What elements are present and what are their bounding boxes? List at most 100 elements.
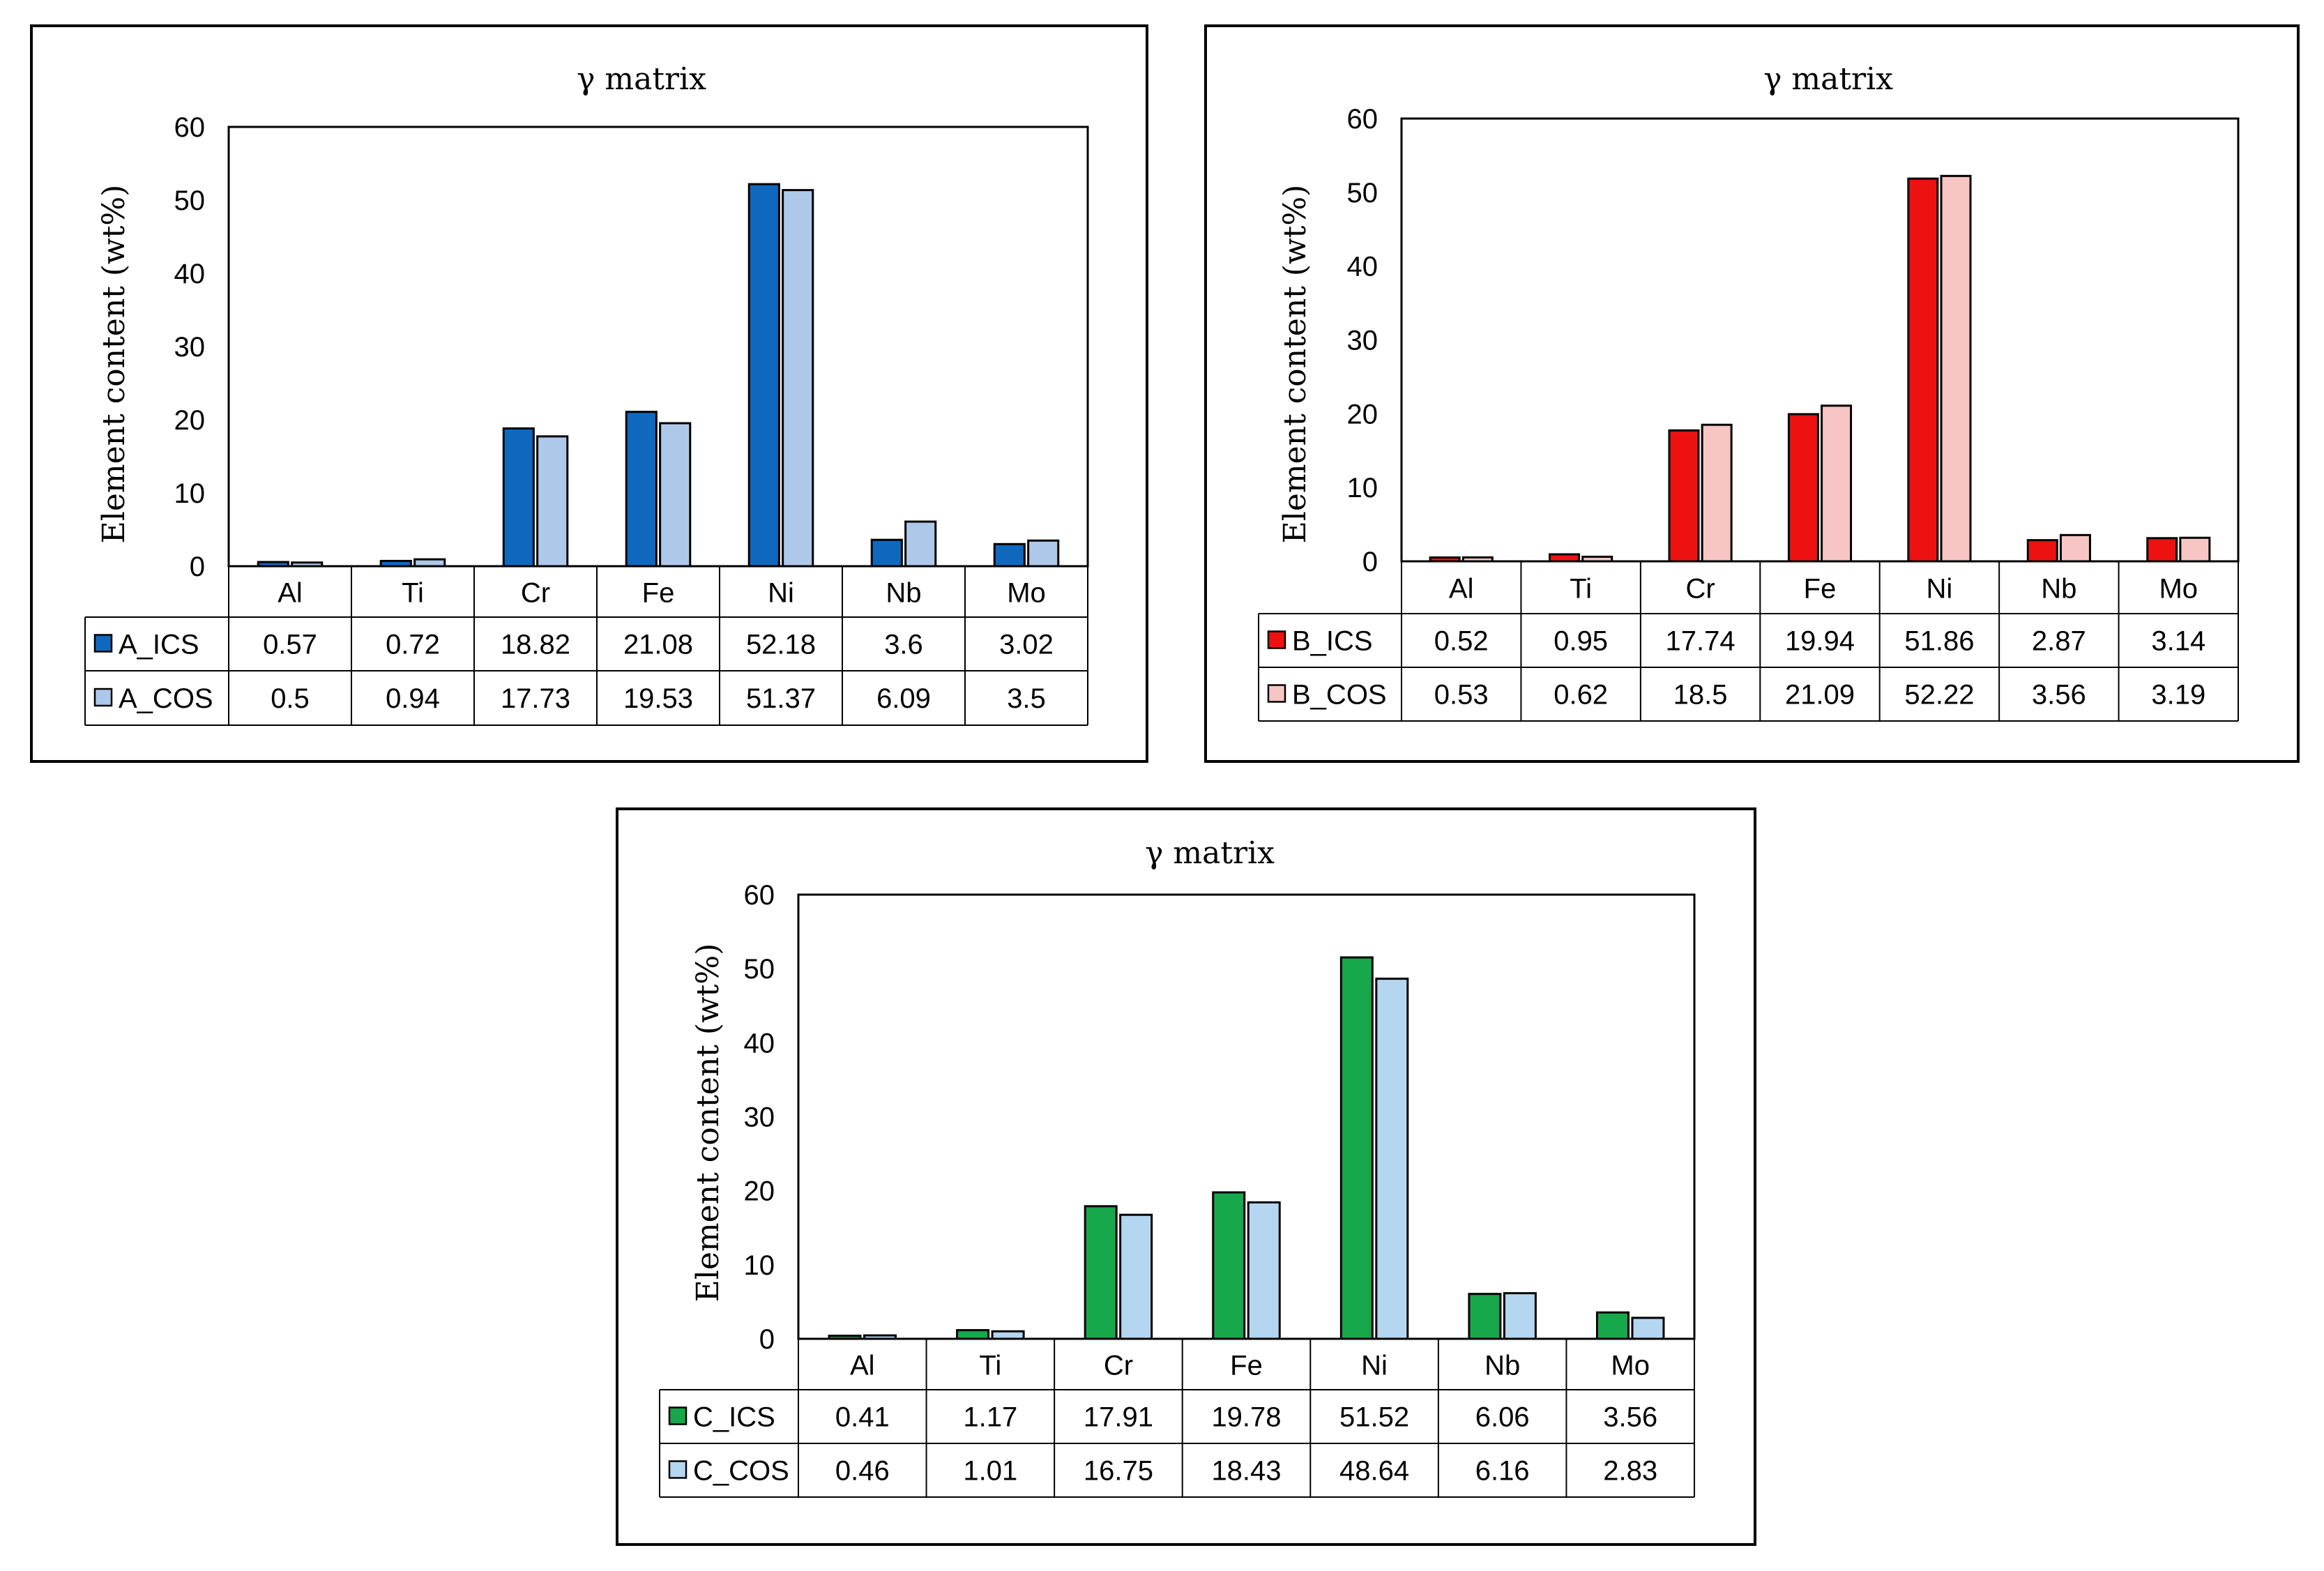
data-label: 18.5 (1673, 680, 1728, 711)
bar-c-cos-fe (1247, 1201, 1281, 1340)
y-tick-label: 50 (744, 954, 775, 985)
series-name: A_COS (119, 683, 213, 714)
bar-a-ics-fe (625, 411, 658, 568)
data-label: 3.5 (1007, 683, 1046, 714)
y-tick-label: 10 (1347, 473, 1379, 503)
bar-a-cos-nb (904, 520, 937, 568)
data-label: 6.09 (876, 683, 931, 714)
data-label: 0.94 (386, 683, 440, 714)
data-label: 52.22 (1904, 680, 1974, 711)
category-label: Nb (1484, 1351, 1520, 1381)
bar-b-cos-nb (2059, 533, 2091, 563)
data-label: 2.87 (2032, 626, 2086, 657)
data-label: 3.56 (2032, 680, 2086, 711)
bar-a-cos-mo (1027, 539, 1060, 568)
bar-c-ics-ti (956, 1329, 990, 1340)
data-label: 17.73 (501, 683, 570, 714)
category-label: Mo (2159, 574, 2198, 605)
bar-a-cos-al (291, 561, 324, 568)
data-label: 51.37 (746, 683, 816, 714)
data-label: 18.82 (501, 630, 570, 660)
legend-key (1267, 630, 1286, 649)
y-tick-label: 20 (174, 405, 206, 436)
y-tick-label: 60 (174, 112, 206, 143)
bar-c-cos-al (863, 1334, 897, 1340)
category-label: Ni (1927, 574, 1953, 605)
category-label: Ti (979, 1351, 1001, 1381)
bar-c-cos-ni (1375, 978, 1409, 1340)
bar-c-ics-cr (1084, 1205, 1118, 1340)
y-tick-label: 10 (744, 1250, 775, 1281)
legend-key (668, 1406, 688, 1425)
bar-b-cos-fe (1821, 404, 1853, 563)
panel-frame (1204, 24, 2300, 763)
data-label: 0.46 (835, 1456, 890, 1487)
plot-area (1400, 117, 2240, 563)
y-axis-label: Element content (wt%) (1277, 185, 1313, 544)
data-label: 19.94 (1785, 626, 1855, 657)
legend-key (1267, 684, 1286, 703)
data-label: 19.78 (1211, 1402, 1281, 1433)
bar-b-cos-cr (1701, 423, 1733, 563)
y-tick-label: 50 (174, 185, 206, 216)
series-name: A_ICS (119, 630, 199, 660)
data-label: 18.43 (1211, 1456, 1281, 1487)
data-label: 51.52 (1339, 1402, 1409, 1433)
y-axis-label: Element content (wt%) (96, 185, 132, 544)
data-label: 0.53 (1434, 680, 1489, 711)
series-name: B_COS (1292, 680, 1387, 711)
legend-key (93, 634, 113, 653)
category-label: Mo (1611, 1351, 1650, 1381)
category-label: Nb (886, 578, 921, 609)
bar-a-ics-ti (379, 559, 412, 568)
data-label: 1.01 (963, 1456, 1017, 1487)
data-label: 0.62 (1554, 680, 1608, 711)
bar-a-ics-al (257, 561, 289, 568)
y-tick-label: 60 (1347, 104, 1379, 135)
chart-title: γ matrix (1763, 61, 1893, 97)
legend-key (668, 1460, 688, 1479)
bar-a-cos-fe (659, 422, 692, 568)
bar-b-ics-cr (1668, 429, 1700, 563)
y-tick-label: 30 (1347, 326, 1379, 356)
chart-panel-b: γ matrix Element content (wt%) 0 10 20 30 40… (1204, 24, 2300, 763)
bar-b-ics-nb (2026, 539, 2058, 563)
category-label: Ni (1361, 1351, 1388, 1381)
category-label: Ni (768, 578, 794, 609)
plot-area (797, 893, 1696, 1340)
data-label: 0.5 (271, 683, 310, 714)
y-tick-label: 20 (744, 1176, 775, 1207)
y-tick-label: 50 (1347, 178, 1379, 208)
category-label: Ti (402, 578, 424, 609)
bar-c-cos-mo (1631, 1316, 1665, 1340)
bar-b-ics-mo (2146, 537, 2178, 563)
y-axis-label: Element content (wt%) (690, 943, 726, 1303)
bar-b-ics-ni (1907, 177, 1939, 563)
data-label: 2.83 (1603, 1456, 1657, 1487)
chart-title: γ matrix (1145, 835, 1275, 871)
category-label: Ti (1570, 574, 1592, 605)
series-name: B_ICS (1292, 626, 1373, 657)
y-tick-label: 40 (744, 1028, 775, 1058)
data-label: 52.18 (746, 630, 816, 660)
category-label: Al (278, 578, 303, 609)
bar-c-ics-nb (1468, 1293, 1502, 1340)
category-label: Fe (1804, 574, 1837, 605)
bar-a-ics-mo (993, 542, 1026, 568)
bar-c-ics-al (828, 1335, 862, 1340)
data-label: 21.08 (623, 630, 693, 660)
category-label: Fe (1230, 1351, 1263, 1381)
data-label: 3.56 (1603, 1402, 1657, 1433)
bar-b-cos-al (1461, 556, 1494, 563)
bar-b-cos-mo (2179, 536, 2211, 563)
data-label: 6.16 (1475, 1456, 1530, 1487)
data-label: 17.91 (1084, 1402, 1153, 1433)
y-tick-label: 30 (174, 332, 206, 363)
bar-c-ics-mo (1595, 1311, 1630, 1340)
category-label: Cr (1685, 574, 1715, 605)
data-label: 17.74 (1666, 626, 1736, 657)
bar-b-ics-ti (1549, 553, 1581, 563)
bar-b-cos-ti (1581, 555, 1613, 563)
bar-b-cos-ni (1940, 174, 1972, 563)
bar-a-cos-ti (413, 558, 446, 568)
